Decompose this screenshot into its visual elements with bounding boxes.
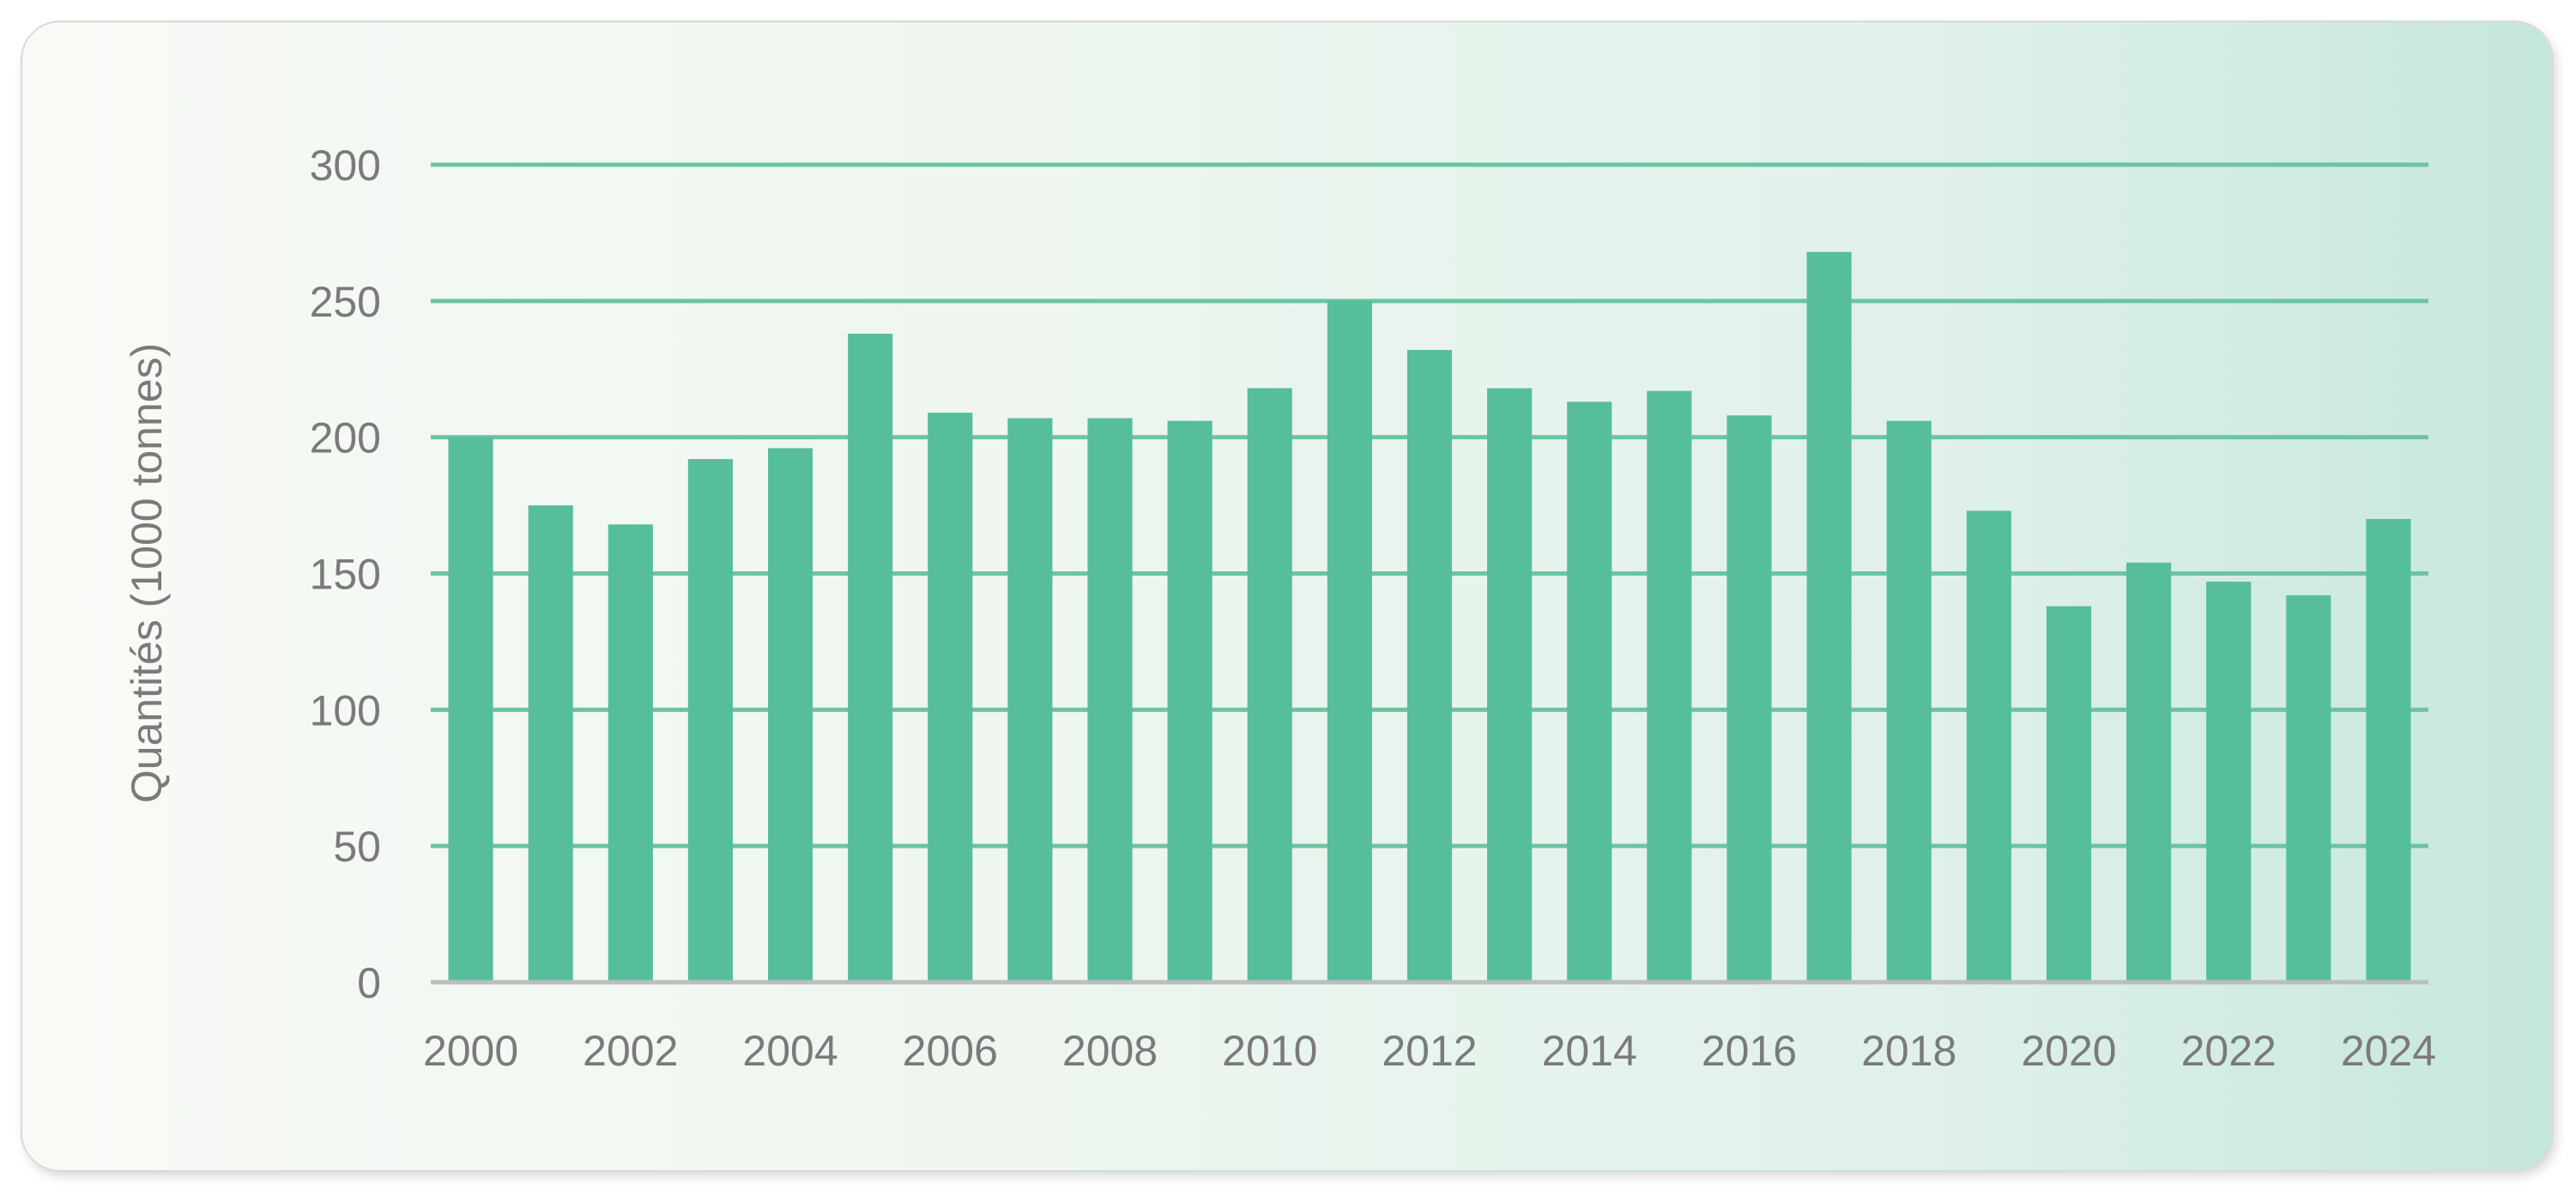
bar-2023 bbox=[2286, 594, 2331, 982]
bar-2020 bbox=[2046, 606, 2092, 982]
x-tick-label: 2018 bbox=[1861, 1027, 1956, 1075]
x-tick-label: 2008 bbox=[1062, 1027, 1158, 1075]
bar-2024 bbox=[2366, 518, 2411, 982]
bar-2013 bbox=[1487, 388, 1533, 982]
bar-2012 bbox=[1406, 350, 1453, 983]
y-tick-labels: 0 50 100 150 200 250 300 bbox=[310, 142, 381, 1007]
x-tick-label: 2012 bbox=[1382, 1027, 1477, 1075]
x-tick-label: 2002 bbox=[583, 1027, 678, 1075]
bar-2014 bbox=[1567, 401, 1612, 982]
x-tick-label: 2024 bbox=[2341, 1027, 2436, 1075]
x-tick-label: 2004 bbox=[742, 1027, 838, 1075]
y-tick-label: 250 bbox=[310, 278, 381, 326]
bar-2002 bbox=[608, 524, 653, 982]
bar-2015 bbox=[1647, 390, 1692, 982]
x-tick-label: 2020 bbox=[2021, 1027, 2116, 1075]
bar-2003 bbox=[687, 459, 733, 982]
bar-2001 bbox=[528, 505, 573, 982]
x-tick-label: 2000 bbox=[423, 1027, 518, 1075]
y-tick-label: 50 bbox=[333, 823, 381, 871]
x-tick-label: 2014 bbox=[1542, 1027, 1637, 1075]
bar-2018 bbox=[1886, 420, 1932, 982]
bar-2019 bbox=[1966, 510, 2011, 982]
bar-2007 bbox=[1007, 418, 1053, 982]
bar-2011 bbox=[1327, 300, 1372, 982]
x-tick-label: 2022 bbox=[2181, 1027, 2277, 1075]
y-tick-label: 0 bbox=[357, 959, 381, 1007]
y-tick-label: 200 bbox=[310, 414, 381, 462]
bar-2021 bbox=[2126, 562, 2172, 982]
bar-2010 bbox=[1247, 388, 1292, 982]
bar-2000 bbox=[448, 437, 493, 983]
bar-2017 bbox=[1806, 251, 1852, 982]
bar-2022 bbox=[2206, 582, 2252, 982]
y-tick-label: 300 bbox=[310, 142, 381, 190]
y-tick-label: 100 bbox=[310, 686, 381, 734]
x-tick-labels: 2000 2002 2004 2006 2008 2010 2012 2014 2016 2018… bbox=[423, 1027, 2436, 1075]
bar-2016 bbox=[1726, 415, 1772, 983]
bars bbox=[448, 251, 2411, 983]
y-tick-label: 150 bbox=[310, 551, 381, 599]
bar-2008 bbox=[1087, 418, 1133, 982]
x-tick-label: 2010 bbox=[1222, 1027, 1317, 1075]
bar-2005 bbox=[848, 333, 893, 982]
bar-2009 bbox=[1167, 420, 1212, 982]
x-tick-label: 2006 bbox=[903, 1027, 998, 1075]
bar-2006 bbox=[928, 413, 973, 982]
x-tick-label: 2016 bbox=[1702, 1027, 1797, 1075]
y-axis-title: Quantités (1000 tonnes) bbox=[123, 343, 171, 803]
bar-2004 bbox=[767, 448, 813, 982]
